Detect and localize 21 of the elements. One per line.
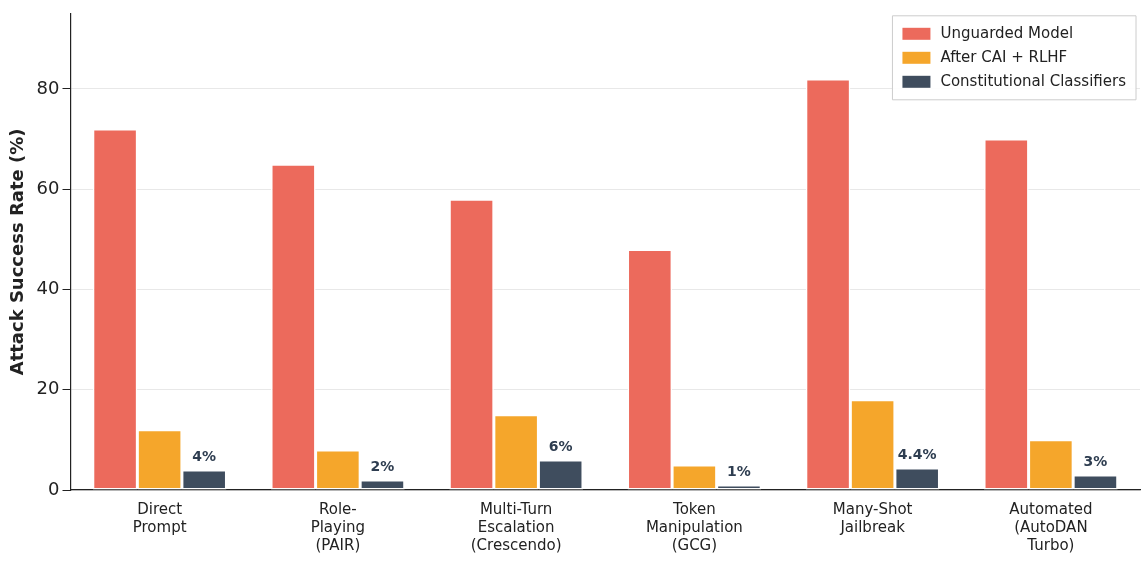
y-tick-label: 40 [36,277,60,299]
x-tick-label: Role- Playing (PAIR) [310,499,366,554]
data-label: 1% [727,462,751,479]
y-tick-label: 0 [48,477,60,499]
data-label: 6% [548,437,573,454]
x-tick-label: Direct Prompt [132,499,187,536]
data-label: 2% [370,457,395,474]
x-tick-label: Token Manipulation (GCG) [645,499,743,554]
data-label: 3% [1083,452,1108,469]
legend-label: Constitutional Classifiers [940,71,1127,90]
y-tick-label: 20 [36,377,60,399]
x-tick-label: Automated (AutoDAN Turbo) [1009,499,1093,554]
data-label: 4% [192,447,217,464]
legend-label: Unguarded Model [940,23,1074,42]
x-tick-label: Many-Shot Jailbreak [832,499,913,536]
y-tick-label: 60 [36,176,60,198]
x-tick-label: Multi-Turn Escalation (Crescendo) [470,499,562,554]
legend-label: After CAI + RLHF [940,47,1068,66]
y-axis-title: Attack Success Rate (%) [6,128,28,376]
data-label: 4.4% [897,445,937,462]
y-tick-label: 80 [36,76,60,98]
